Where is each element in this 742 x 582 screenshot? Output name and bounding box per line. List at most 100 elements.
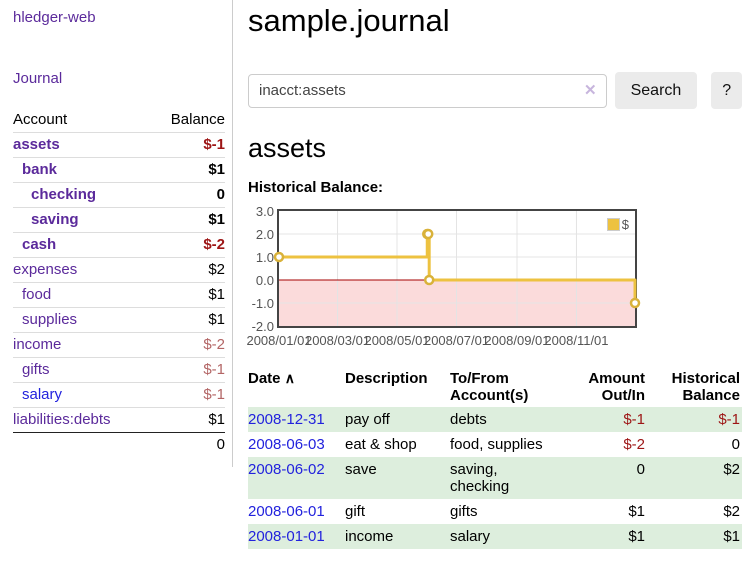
account-balance: $1 <box>149 282 225 308</box>
account-balance: $1 <box>149 207 225 233</box>
account-link[interactable]: bank <box>22 161 58 178</box>
page-title: sample.journal <box>248 3 450 38</box>
account-row: supplies $1 <box>13 307 225 333</box>
account-link[interactable]: saving <box>31 211 79 228</box>
transaction-accounts: food, supplies <box>450 436 543 453</box>
register-header-balance: Historical Balance <box>671 370 740 404</box>
search-input[interactable] <box>248 73 607 108</box>
transaction-description: eat & shop <box>345 436 417 453</box>
x-axis-tick-label: 2008/11/01 <box>544 333 609 348</box>
register-header-accounts: To/From Account(s) <box>450 370 529 404</box>
y-axis-tick-label: 1.0 <box>255 250 274 265</box>
account-row: saving $1 <box>13 207 225 233</box>
accounts-table-body: assets $-1 bank $1 checking 0 saving $1 … <box>13 132 225 457</box>
account-row: checking 0 <box>13 182 225 208</box>
balance-chart: $ 3.0 2.0 1.0 0.0 -1.0 -2.0 2008/01/01 2008/03/… <box>246 204 742 351</box>
account-balance: 0 <box>149 182 225 208</box>
account-link[interactable]: food <box>22 286 52 303</box>
y-axis-tick-label: 3.0 <box>255 204 274 219</box>
transaction-date-link[interactable]: 2008-06-01 <box>248 503 325 520</box>
sidebar: hledger-web Journal Account Balance asse… <box>0 0 233 467</box>
account-link[interactable]: gifts <box>22 361 50 378</box>
transaction-amount: 0 <box>636 461 645 478</box>
chart-canvas <box>273 211 641 326</box>
account-row: gifts $-1 <box>13 357 225 383</box>
y-axis-tick-label: -2.0 <box>251 319 274 334</box>
account-row: assets $-1 <box>13 132 225 158</box>
search-form: ✕ Search ? <box>248 72 742 109</box>
accounts-header-balance: Balance <box>170 111 225 128</box>
transaction-amount: $1 <box>628 528 645 545</box>
account-link[interactable]: expenses <box>13 261 78 278</box>
account-link[interactable]: checking <box>31 186 97 203</box>
register-row: 2008-12-31 pay off debts $-1 $-1 <box>248 407 742 432</box>
x-axis-tick-label: 2008/05/01 <box>364 333 430 348</box>
accounts-header-account: Account <box>13 111 68 128</box>
app-brand-link[interactable]: hledger-web <box>13 9 96 26</box>
account-row: liabilities:debts $1 <box>13 407 225 433</box>
account-link[interactable]: supplies <box>22 311 78 328</box>
account-balance: $1 <box>149 307 225 333</box>
transaction-description: gift <box>345 503 366 520</box>
y-axis-tick-label: 0.0 <box>255 273 274 288</box>
transaction-balance: $1 <box>723 528 740 545</box>
account-row: expenses $2 <box>13 257 225 283</box>
transaction-date-link[interactable]: 2008-01-01 <box>248 528 325 545</box>
account-link[interactable]: liabilities:debts <box>13 411 111 428</box>
transaction-accounts: gifts <box>450 503 478 520</box>
x-axis-tick-label: 2008/03/01 <box>304 333 371 348</box>
account-link[interactable]: cash <box>22 236 57 253</box>
legend-label: $ <box>621 217 629 232</box>
account-balance: $-1 <box>149 357 225 383</box>
transaction-description: save <box>345 461 377 478</box>
account-link[interactable]: assets <box>13 136 60 153</box>
x-axis-tick-label: 2008/01/01 <box>246 333 312 348</box>
accounts-total-row: 0 <box>13 432 225 457</box>
account-row: food $1 <box>13 282 225 308</box>
account-row: bank $1 <box>13 157 225 183</box>
accounts-table-header: Account Balance <box>13 108 225 133</box>
y-axis-tick-label: 2.0 <box>255 227 274 242</box>
help-button[interactable]: ? <box>711 72 742 109</box>
account-heading: assets <box>248 133 327 163</box>
account-balance: $-2 <box>149 332 225 358</box>
search-box: ✕ <box>248 73 607 108</box>
x-axis-tick-label: 2008/09/01 <box>484 333 550 348</box>
search-button[interactable]: Search <box>614 72 698 109</box>
transaction-balance: 0 <box>731 436 740 453</box>
register-row: 2008-01-01 income salary $1 $1 <box>248 524 742 549</box>
account-link[interactable]: salary <box>22 386 63 403</box>
transaction-balance: $2 <box>723 461 740 478</box>
register-table-body: 2008-12-31 pay off debts $-1 $-1 2008-06… <box>248 407 742 549</box>
register-table: Date ∧ Description To/From Account(s) Am… <box>248 367 742 549</box>
legend-swatch <box>606 218 620 231</box>
register-header-date[interactable]: Date ∧ <box>248 370 295 387</box>
transaction-accounts: salary <box>450 528 491 545</box>
transaction-amount: $-2 <box>623 436 645 453</box>
account-row: cash $-2 <box>13 232 225 258</box>
transaction-date-link[interactable]: 2008-06-02 <box>248 461 325 478</box>
register-row: 2008-06-01 gift gifts $1 $2 <box>248 499 742 524</box>
accounts-table: Account Balance assets $-1 bank $1 check… <box>13 108 225 457</box>
account-balance: $-1 <box>149 132 225 158</box>
register-header-description: Description <box>345 370 428 387</box>
sort-asc-icon: ∧ <box>284 370 295 386</box>
transaction-date-link[interactable]: 2008-06-03 <box>248 436 325 453</box>
account-link[interactable]: income <box>13 336 62 353</box>
transaction-amount: $1 <box>628 503 645 520</box>
clear-search-icon[interactable]: ✕ <box>584 81 597 99</box>
account-balance: $2 <box>149 257 225 283</box>
chart-plot: $ <box>273 209 641 328</box>
sidebar-item-journal[interactable]: Journal <box>13 70 63 87</box>
transaction-description: pay off <box>345 411 390 428</box>
transaction-accounts: debts <box>450 411 487 428</box>
register-row: 2008-06-03 eat & shop food, supplies $-2… <box>248 432 742 457</box>
transaction-accounts: saving, checking <box>450 461 510 495</box>
register-header-amount: Amount Out/In <box>588 370 645 404</box>
transaction-date-link[interactable]: 2008-12-31 <box>248 411 325 428</box>
y-axis-tick-label: -1.0 <box>251 296 274 311</box>
chart-title: Historical Balance: <box>248 179 384 196</box>
accounts-total: 0 <box>149 432 225 457</box>
account-balance: $1 <box>149 407 225 433</box>
transaction-description: income <box>345 528 394 545</box>
